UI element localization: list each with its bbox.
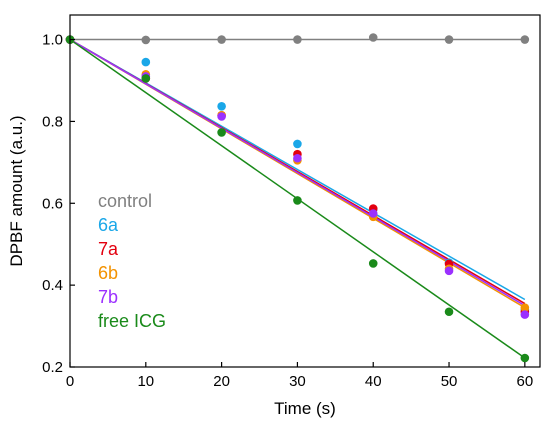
point-control [520, 35, 530, 44]
data-points [65, 33, 530, 363]
point-7b [217, 112, 226, 121]
point-control [444, 35, 454, 44]
point-6a [217, 101, 226, 111]
point-6a [293, 139, 302, 149]
y-axis-label: DPBF amount (a.u.) [7, 115, 26, 266]
fit-line-7b [69, 38, 526, 307]
y-tick-label: 0.8 [42, 113, 63, 130]
point-6a [141, 57, 151, 67]
x-tick-label: 0 [66, 373, 74, 390]
legend-entry-7a: 7a [98, 239, 119, 259]
x-axis-ticks: 0 10 20 30 40 50 60 [66, 362, 533, 390]
point-7b [293, 153, 302, 163]
point-control [217, 35, 226, 44]
point-6b [520, 303, 530, 312]
point-free-icg [520, 353, 530, 363]
point-7b [368, 209, 378, 218]
point-free-icg [368, 259, 378, 268]
point-control [293, 35, 302, 44]
legend-entry-7b: 7b [98, 287, 118, 307]
x-tick-label: 30 [289, 373, 306, 390]
point-free-icg [141, 74, 151, 83]
legend-entry-control: control [98, 191, 152, 211]
point-7b [520, 310, 530, 319]
x-tick-label: 50 [441, 373, 458, 390]
y-tick-label: 0.2 [42, 359, 63, 376]
x-tick-label: 40 [365, 373, 382, 390]
legend-entry-free-icg: free ICG [98, 311, 166, 331]
legend-entry-6a: 6a [98, 215, 119, 235]
y-tick-label: 0.6 [42, 195, 63, 212]
x-axis-label: Time (s) [274, 399, 336, 418]
y-tick-label: 0.4 [42, 277, 63, 294]
legend: control 6a 7a 6b 7b free ICG [98, 191, 166, 331]
point-control [141, 35, 151, 45]
y-axis-ticks: 0.2 0.4 0.6 0.8 1.0 [42, 32, 75, 376]
point-7b [444, 266, 454, 276]
y-tick-label: 1.0 [42, 32, 63, 49]
point-free-icg [293, 196, 302, 205]
point-control [368, 33, 378, 42]
x-tick-label: 60 [516, 373, 533, 390]
point-free-icg [444, 307, 454, 317]
x-tick-label: 10 [137, 373, 154, 390]
x-tick-label: 20 [213, 373, 230, 390]
legend-entry-6b: 6b [98, 263, 118, 283]
plot-frame [69, 14, 541, 368]
point-free-icg [217, 128, 226, 137]
